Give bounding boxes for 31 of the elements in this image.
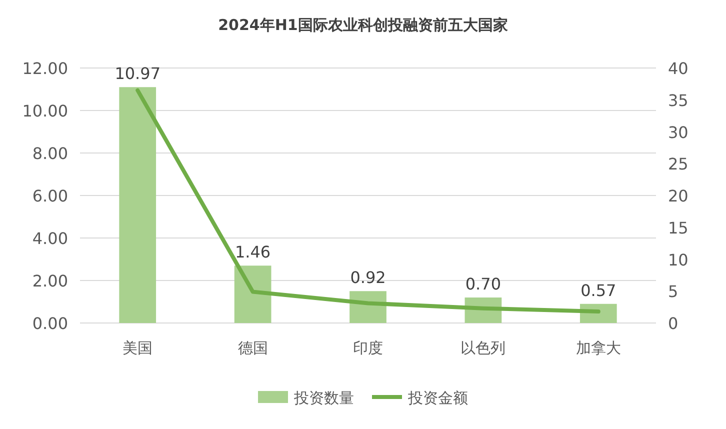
x-tick-label: 美国	[122, 339, 153, 357]
x-tick-label: 德国	[238, 339, 268, 357]
y2-tick-label: 0	[668, 314, 678, 333]
x-tick-label: 以色列	[460, 339, 506, 357]
y-tick-label: 12.00	[22, 59, 68, 78]
annotation: 0.70	[465, 274, 502, 294]
annotation: 0.92	[350, 268, 386, 288]
y2-tick-label: 25	[668, 154, 688, 174]
y-tick-label: 2.00	[32, 272, 68, 290]
y2-tick-label: 40	[668, 59, 688, 78]
y2-tick-label: 10	[668, 250, 688, 270]
annotation: 1.46	[234, 242, 271, 262]
y2-tick-label: 15	[668, 218, 688, 238]
bar	[234, 266, 272, 323]
y2-tick-label: 30	[668, 122, 688, 142]
annotation: 0.57	[580, 280, 616, 300]
y-tick-label: 10.00	[22, 102, 68, 120]
y-tick-label: 0.00	[32, 314, 68, 333]
y-tick-label: 8.00	[32, 144, 68, 163]
y2-tick-label: 35	[668, 90, 688, 110]
legend-label: 投资金额	[407, 389, 468, 407]
y2-tick-label: 20	[668, 186, 688, 206]
y-tick-label: 4.00	[32, 229, 68, 248]
bar	[119, 87, 156, 323]
chart-title: 2024年H1国际农业科创投融资前五大国家	[218, 16, 508, 34]
x-tick-label: 加拿大	[576, 339, 621, 357]
y-tick-label: 6.00	[32, 186, 68, 206]
y2-tick-label: 5	[668, 282, 678, 302]
x-tick-label: 印度	[353, 339, 383, 357]
annotation: 10.97	[114, 64, 161, 84]
legend-label: 投资数量	[293, 389, 354, 407]
